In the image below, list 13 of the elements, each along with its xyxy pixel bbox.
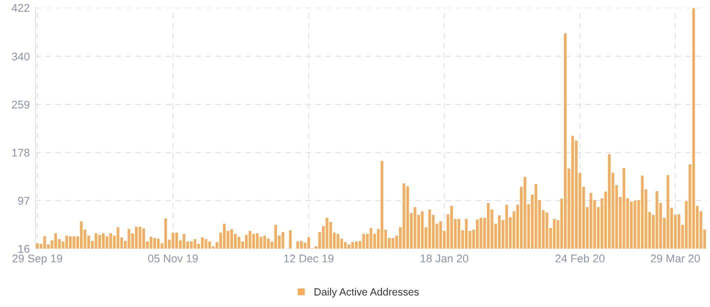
y-tick-label: 16 — [18, 244, 30, 253]
y-tick-label: 340 — [12, 52, 30, 60]
y-tick-label: 259 — [12, 100, 30, 109]
y-tick-label: 97 — [18, 196, 30, 205]
x-tick-label: 18 Jan 20 — [420, 254, 468, 262]
y-tick-label: 178 — [12, 148, 30, 157]
y-tick-label: 422 — [12, 4, 30, 12]
legend-label: Daily Active Addresses — [314, 288, 419, 298]
x-tick-label: 05 Nov 19 — [148, 254, 198, 262]
x-tick-label: 12 Dec 19 — [284, 254, 334, 262]
x-tick-label: 24 Feb 20 — [556, 254, 605, 262]
x-tick-label: 29 Sep 19 — [12, 254, 62, 265]
x-tick-label: 29 Mar 20 — [650, 254, 700, 262]
